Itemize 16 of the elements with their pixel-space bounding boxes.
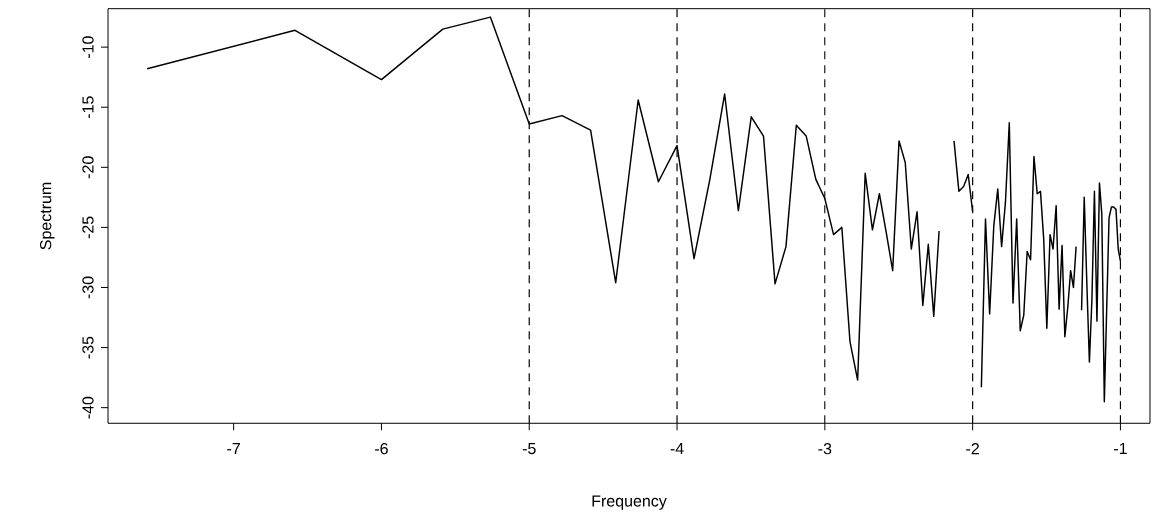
x-tick-label: -2 <box>966 443 979 455</box>
y-tick-label: -35 <box>82 336 94 359</box>
y-tick-label: -10 <box>82 36 94 58</box>
x-tick-label: -3 <box>818 443 832 455</box>
x-axis-title: Frequency <box>592 495 667 510</box>
x-tick-label: -4 <box>670 443 684 454</box>
y-tick-label: -30 <box>82 276 94 299</box>
y-tick-label: -40 <box>82 396 94 419</box>
y-tick-label: -20 <box>82 156 94 179</box>
x-tick-label: -5 <box>522 443 536 455</box>
x-tick-label: -1 <box>1114 443 1127 454</box>
x-tick-label: -6 <box>375 443 388 455</box>
y-axis-title: Spectrum <box>40 182 55 250</box>
y-tick-label: -15 <box>82 96 94 119</box>
y-tick-label: -25 <box>82 216 94 239</box>
x-tick-label: -7 <box>227 443 240 454</box>
